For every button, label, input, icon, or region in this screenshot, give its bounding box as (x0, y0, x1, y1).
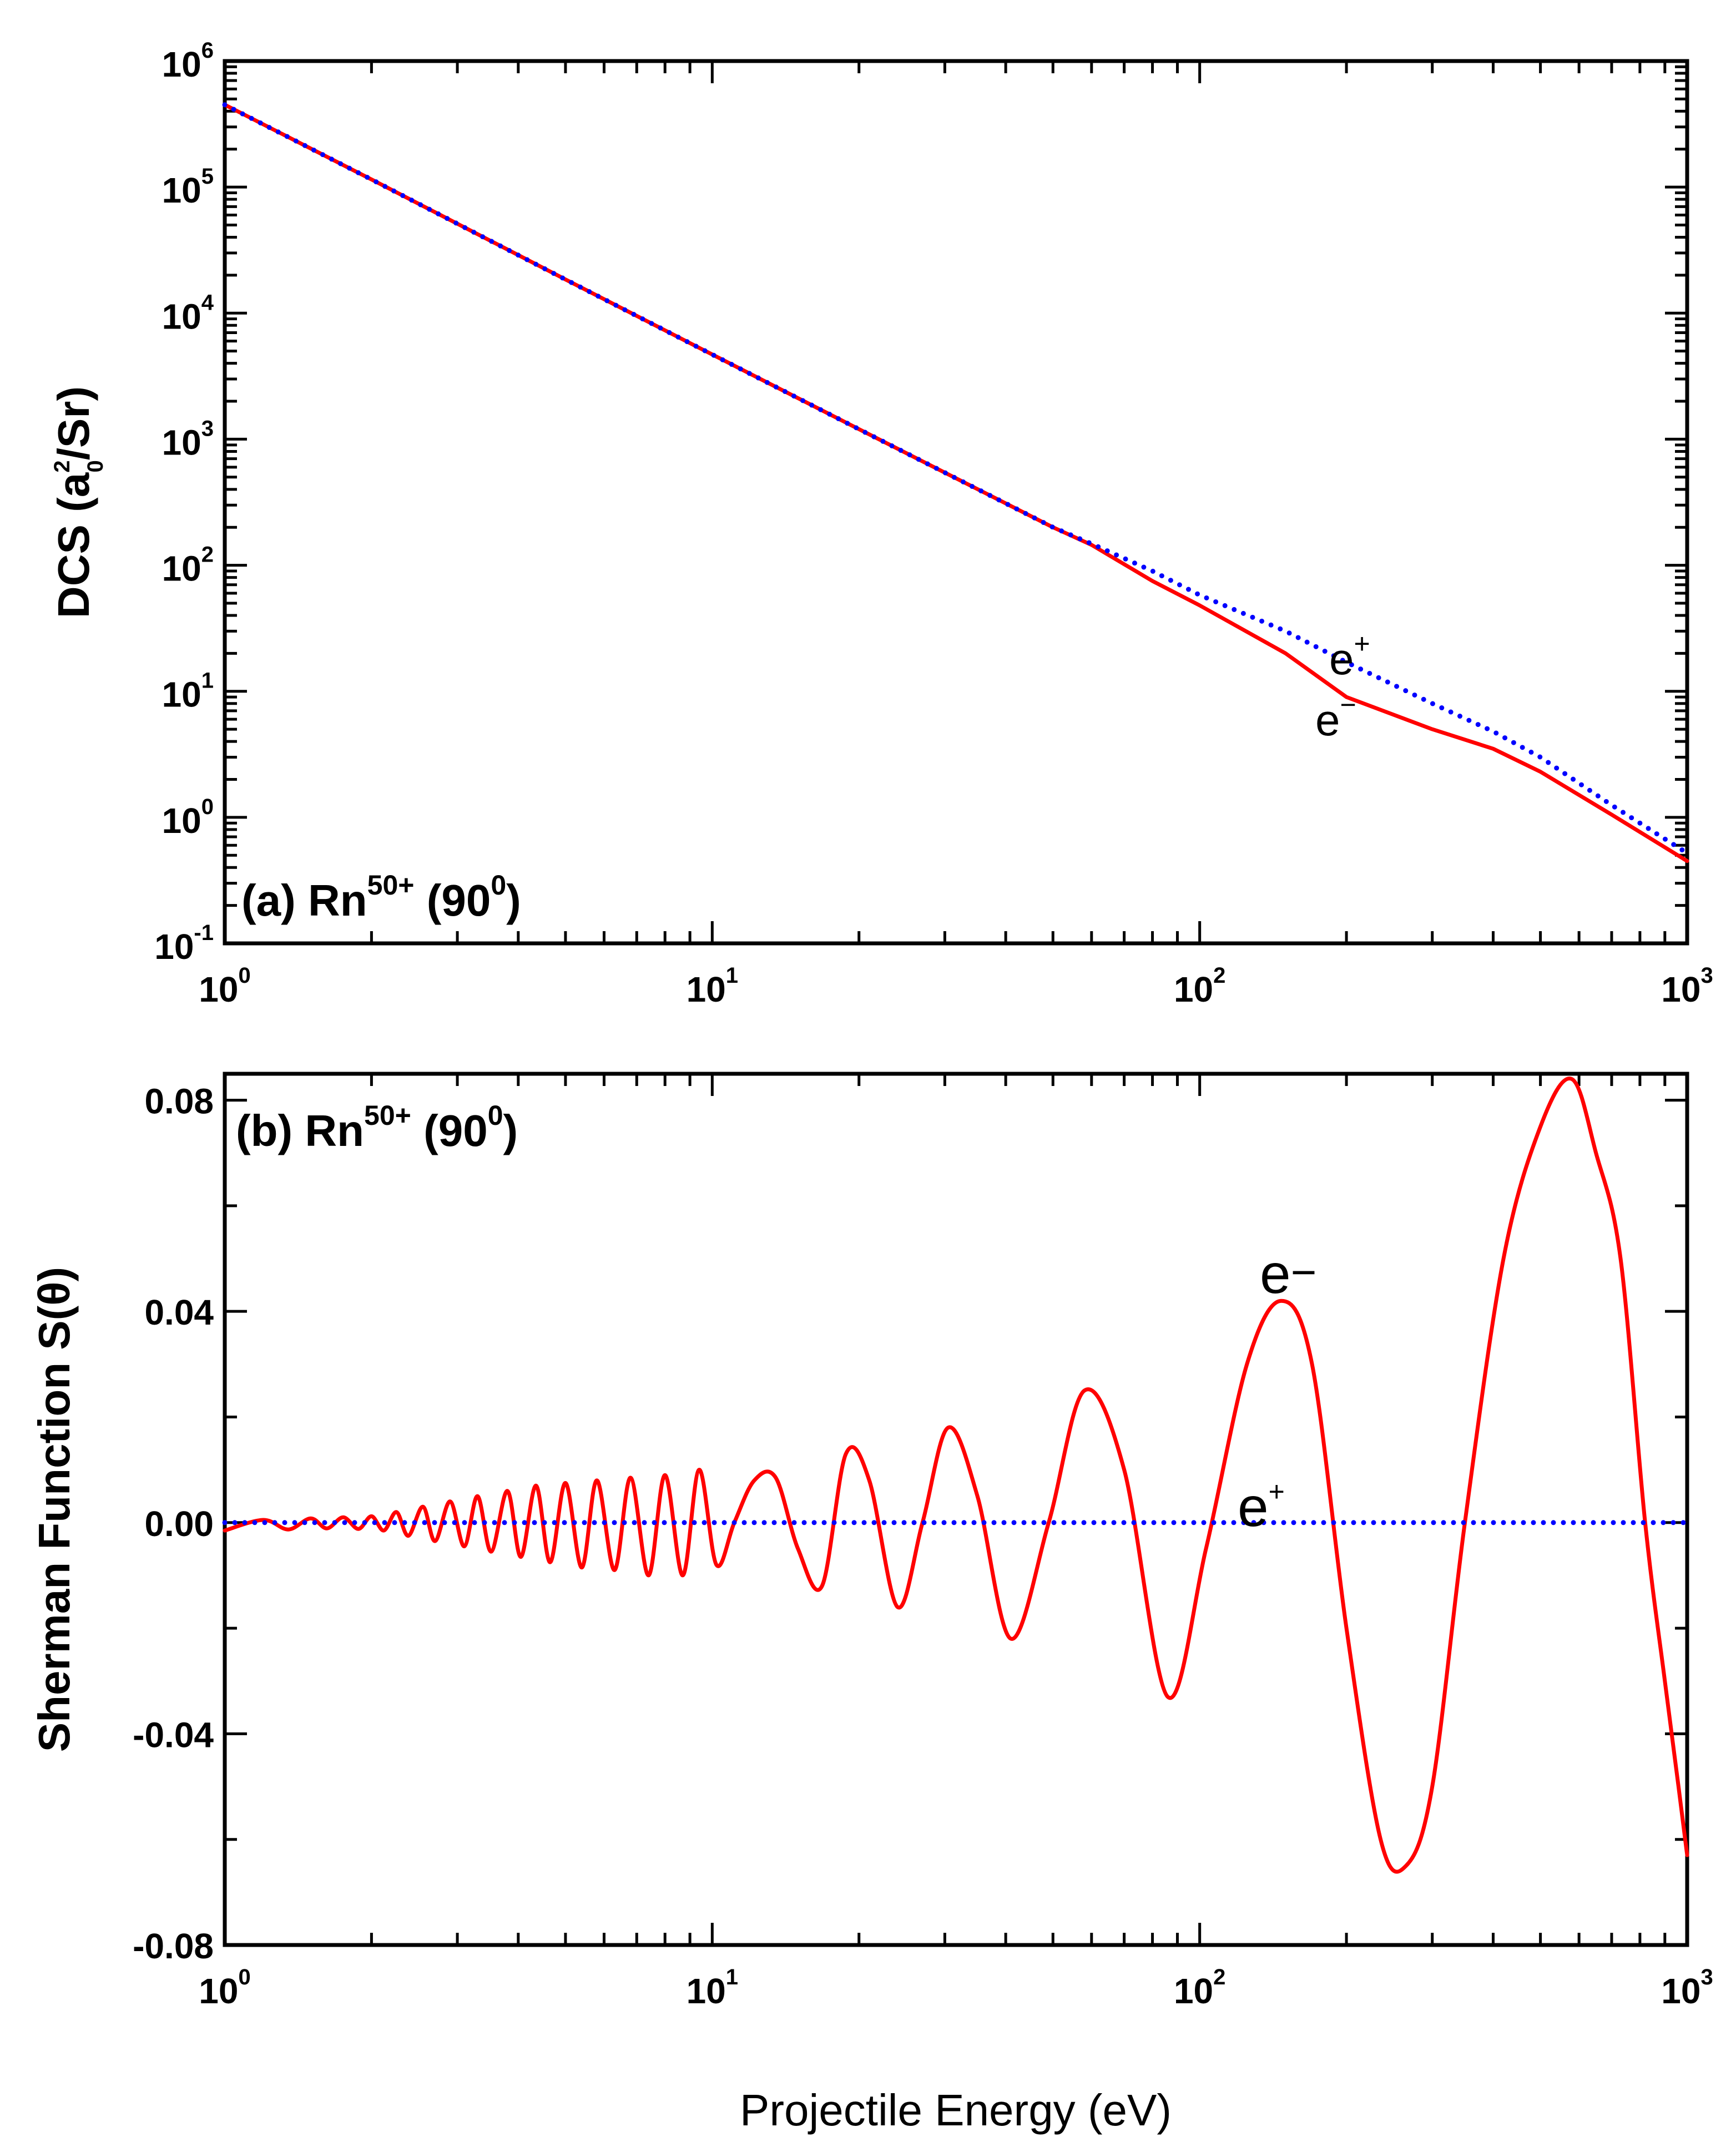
panel-b-y-tick-label: 0.04 (144, 1292, 214, 1332)
panel-a-x-tick-label: 101 (687, 963, 738, 1009)
panel-a-label: (a) Rn50+ (900) (241, 870, 521, 925)
panel-a-y-tick-label: 102 (162, 543, 214, 589)
panel-b-y-tick-label: -0.04 (133, 1715, 214, 1755)
panel-b-label: (b) Rn50+ (900) (236, 1100, 518, 1155)
panel-b-xlabel: Projectile Energy (eV) (740, 2085, 1172, 2135)
panel-b-ticks (223, 1074, 1687, 1947)
panel-b-y-tick-label: -0.08 (133, 1926, 214, 1966)
panel-a-y-tick-label: 104 (162, 290, 214, 336)
panel-a-y-tick-label: 10-1 (154, 921, 214, 967)
panel-b-x-tick-label: 102 (1174, 1965, 1225, 2011)
panel-a-y-tick-label: 103 (162, 416, 214, 462)
panel-b-x-tick-label: 103 (1661, 1965, 1713, 2011)
panel-b-ylabel: Sherman Function S(θ) (29, 1267, 79, 1752)
panel-a-y-tick-label: 105 (162, 164, 214, 210)
panel-b-series-e-minus (223, 1077, 1689, 1874)
panel-a-y-tick-label: 106 (162, 38, 214, 84)
panel-b-y-tick-label: 0.00 (144, 1504, 214, 1544)
panel-b-plot-frame (223, 1072, 1689, 1947)
panel-a-series-e-minus (223, 103, 1689, 863)
panel-a-label-e-plus: e+ (1329, 628, 1370, 684)
panel-b-tick-labels: 100 101 102 103 -0.08 -0.04 0.00 0.04 0.08 (133, 1082, 1713, 2011)
panel-b-curves (222, 1077, 1690, 1874)
panel-b-label-e-minus: e− (1260, 1243, 1316, 1305)
panel-a-label-e-minus: e− (1315, 689, 1356, 745)
panel-a-ylabel: DCS (a2 0/Sr) (49, 386, 108, 618)
panel-a-plot-frame (223, 59, 1689, 946)
panel-a-x-tick-label: 100 (199, 963, 250, 1009)
panel-a-curves (222, 102, 1690, 863)
panel-a-x-tick-label: 103 (1661, 963, 1713, 1009)
panel-a-x-tick-label: 102 (1174, 963, 1225, 1009)
panel-b-label-e-plus: e+ (1238, 1476, 1285, 1538)
panel-a-ticks (223, 61, 1687, 945)
panel-b-sherman: 100 101 102 103 -0.08 -0.04 0.00 0.04 0.08 Sherm… (29, 1072, 1713, 2135)
panel-a-y-tick-label: 101 (162, 669, 214, 715)
panel-b-x-tick-label: 100 (199, 1965, 250, 2011)
panel-b-x-tick-label: 101 (687, 1965, 738, 2011)
panel-b-y-tick-label: 0.08 (144, 1082, 214, 1121)
panel-a-y-tick-label: 100 (162, 795, 214, 841)
